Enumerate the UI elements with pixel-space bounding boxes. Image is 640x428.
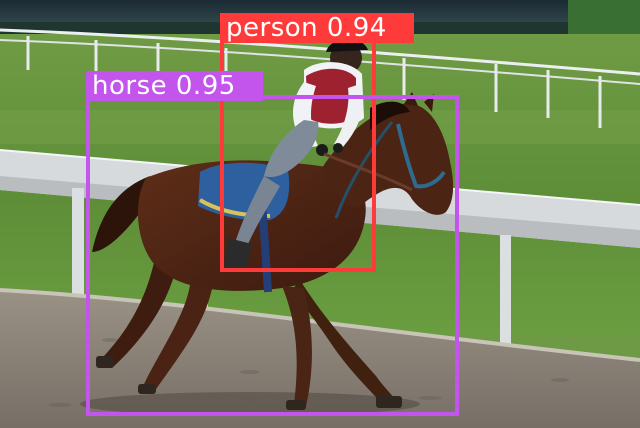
person-detection-label: person 0.94 bbox=[220, 13, 414, 43]
person-class-name: person bbox=[226, 13, 319, 43]
horse-bounding-box bbox=[86, 95, 459, 416]
horse-detection-label: horse 0.95 bbox=[86, 71, 263, 101]
horse-confidence-score: 0.95 bbox=[175, 71, 236, 101]
person-confidence-score: 0.94 bbox=[326, 13, 387, 43]
horse-class-name: horse bbox=[92, 71, 168, 101]
